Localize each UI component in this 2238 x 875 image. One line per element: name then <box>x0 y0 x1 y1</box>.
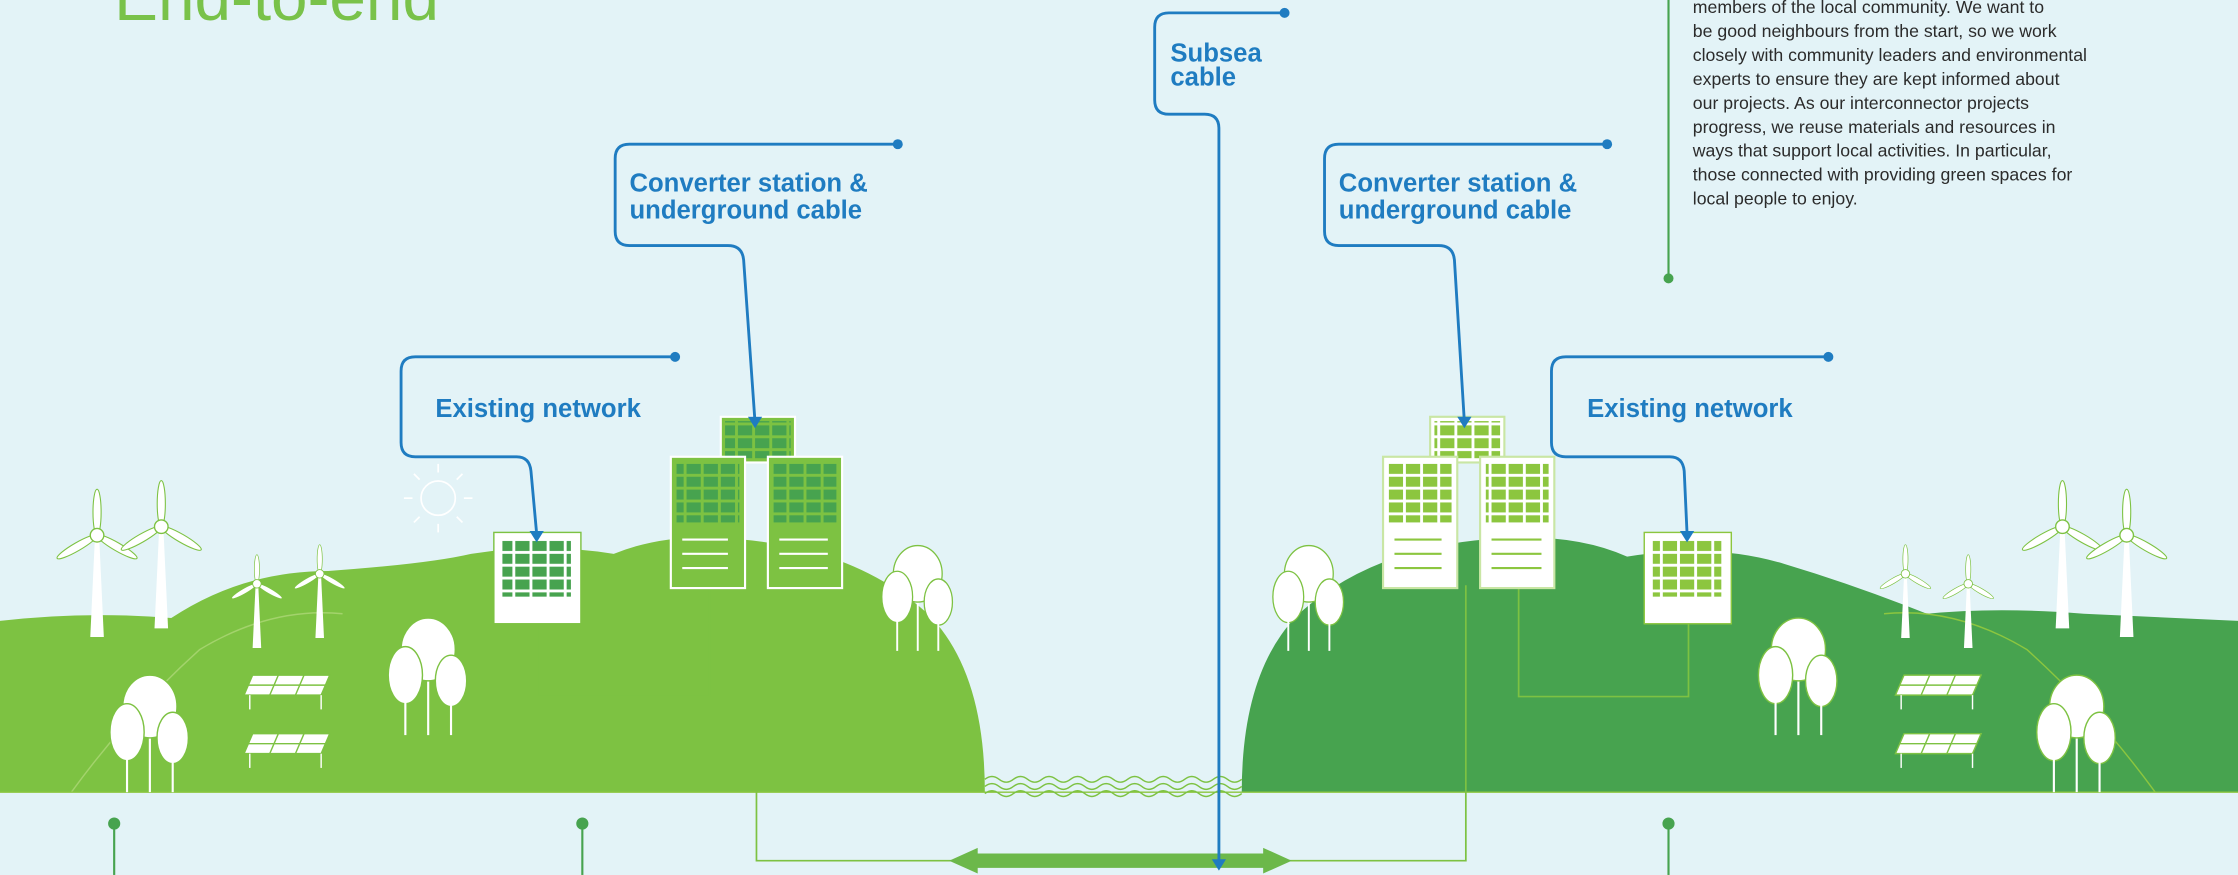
paragraph-line: local people to enjoy. <box>1693 189 1858 209</box>
label: Existing network <box>435 395 641 423</box>
bottom-markers <box>109 819 1673 875</box>
paragraph: members of the local community. We want … <box>1692 0 2087 209</box>
paragraph-line: those connected with providing green spa… <box>1693 165 2073 185</box>
paragraph-line: our projects. As our interconnector proj… <box>1693 93 2029 113</box>
label-line: cable <box>1170 64 1236 92</box>
title: End-to-end <box>114 0 439 34</box>
label-line: underground cable <box>1339 196 1572 224</box>
existing-building-left <box>494 532 581 623</box>
rule-dot <box>1664 273 1674 283</box>
cable-arrow <box>949 848 1292 874</box>
label-line: Converter station & <box>1339 169 1577 197</box>
paragraph-line: closely with community leaders and envir… <box>1693 45 2087 65</box>
label-line: underground cable <box>629 196 862 224</box>
paragraph-line: members of the local community. We want … <box>1693 0 2044 17</box>
illustration: End-to-end <box>0 0 2238 875</box>
sea-waves <box>985 776 1242 796</box>
label: Existing network <box>1587 395 1793 423</box>
existing-building-right <box>1644 532 1731 623</box>
paragraph-line: experts to ensure they are kept informed… <box>1693 69 2060 89</box>
paragraph-line: ways that support local activities. In p… <box>1692 141 2052 161</box>
paragraph-line: progress, we reuse materials and resourc… <box>1693 117 2056 137</box>
page: {"title": "End-to-end", "labels": { "sub… <box>0 0 2238 875</box>
paragraph-line: be good neighbours from the start, so we… <box>1693 21 2057 41</box>
label-line: Converter station & <box>629 169 867 197</box>
